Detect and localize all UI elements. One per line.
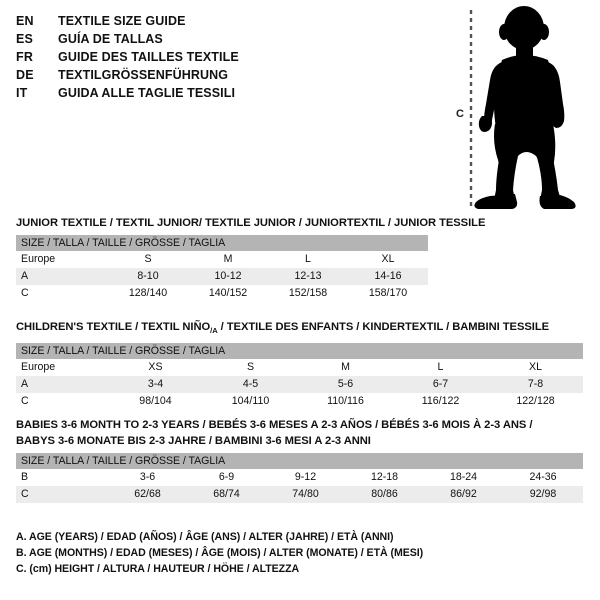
table-row: C 128/140 140/152 152/158 158/170 [16,285,429,302]
section-childrens-textile: CHILDREN'S TEXTILE / TEXTIL NIÑO/A / TEX… [16,320,584,411]
row-label: B [16,469,108,486]
table-cell: 6-7 [393,376,488,394]
table-row: Europe XS S M L XL [16,359,584,377]
legend-row-b: B. AGE (MONTHS) / EDAD (MESES) / ÂGE (MO… [16,547,424,559]
table-cell: L [268,251,348,268]
table-band-label: SIZE / TALLA / TAILLE / GRÖSSE / TAGLIA [16,235,429,251]
table-cell: 8-10 [108,268,188,285]
table-cell: 68/74 [187,486,266,503]
section-title-pre: CHILDREN'S TEXTILE / TEXTIL NIÑO [16,321,211,333]
table-cell: 128/140 [108,285,188,302]
table-row: C 62/68 68/74 74/80 80/86 86/92 92/98 [16,486,583,503]
table-cell: 158/170 [348,285,429,302]
table-cell: S [203,359,298,377]
language-code: DE [16,68,34,82]
row-label: Europe [16,359,108,377]
table-cell: 122/128 [488,393,584,411]
row-label: Europe [16,251,108,268]
language-title-list: EN TEXTILE SIZE GUIDE ES GUÍA DE TALLAS … [16,12,436,102]
language-title: TEXTILGRÖSSENFÜHRUNG [58,68,229,82]
language-row: FR GUIDE DES TAILLES TEXTILE [16,48,436,66]
legend-row-c: C. (cm) HEIGHT / ALTURA / HAUTEUR / HÖHE… [16,563,300,575]
table-cell: M [188,251,268,268]
table-cell: 104/110 [203,393,298,411]
table-cell: 86/92 [424,486,503,503]
table-row: A 8-10 10-12 12-13 14-16 [16,268,429,285]
table-cell: 80/86 [345,486,424,503]
section-title: JUNIOR TEXTILE / TEXTIL JUNIOR/ TEXTILE … [16,217,486,229]
section-title-line2: BABYS 3-6 MONATE BIS 2-3 JAHRE / BAMBINI… [16,435,371,447]
table-band-label: SIZE / TALLA / TAILLE / GRÖSSE / TAGLIA [16,343,584,360]
table-cell: S [108,251,188,268]
section-title-post: / TEXTILE DES ENFANTS / KINDERTEXTIL / B… [217,321,550,333]
children-size-table: SIZE / TALLA / TAILLE / GRÖSSE / TAGLIA … [16,343,584,411]
babies-size-table: SIZE / TALLA / TAILLE / GRÖSSE / TAGLIA … [16,453,583,503]
table-row: A 3-4 4-5 5-6 6-7 7-8 [16,376,584,394]
table-cell: 12-13 [268,268,348,285]
row-label: C [16,486,108,503]
row-label: C [16,393,108,411]
table-band-label: SIZE / TALLA / TAILLE / GRÖSSE / TAGLIA [16,453,583,469]
section-title-subscript: /A [210,326,218,336]
table-band-row: SIZE / TALLA / TAILLE / GRÖSSE / TAGLIA [16,453,583,469]
table-cell: 110/116 [298,393,393,411]
table-band-row: SIZE / TALLA / TAILLE / GRÖSSE / TAGLIA [16,235,429,251]
toddler-silhouette-icon [469,6,576,209]
table-cell: 92/98 [503,486,583,503]
table-band-row: SIZE / TALLA / TAILLE / GRÖSSE / TAGLIA [16,343,584,360]
table-row: Europe S M L XL [16,251,429,268]
measurement-legend: A. AGE (YEARS) / EDAD (AÑOS) / ÂGE (ANS)… [16,529,466,577]
table-cell: 7-8 [488,376,584,394]
table-cell: 140/152 [188,285,268,302]
table-cell: 152/158 [268,285,348,302]
table-cell: 3-4 [108,376,203,394]
section-title-line1: BABIES 3-6 MONTH TO 2-3 YEARS / BEBÉS 3-… [16,419,533,431]
language-row: ES GUÍA DE TALLAS [16,30,436,48]
row-label: A [16,268,108,285]
language-row: DE TEXTILGRÖSSENFÜHRUNG [16,66,436,84]
table-cell: 116/122 [393,393,488,411]
table-cell: 10-12 [188,268,268,285]
table-cell: 9-12 [266,469,345,486]
height-marker-label: C [456,108,464,120]
language-code: FR [16,50,34,64]
table-cell: 3-6 [108,469,187,486]
legend-row-a: A. AGE (YEARS) / EDAD (AÑOS) / ÂGE (ANS)… [16,531,394,543]
table-cell: XS [108,359,203,377]
table-cell: 14-16 [348,268,429,285]
table-cell: L [393,359,488,377]
language-code: ES [16,32,34,46]
language-title: TEXTILE SIZE GUIDE [58,14,186,28]
table-cell: M [298,359,393,377]
table-row: B 3-6 6-9 9-12 12-18 18-24 24-36 [16,469,583,486]
language-row: EN TEXTILE SIZE GUIDE [16,12,436,30]
section-title: CHILDREN'S TEXTILE / TEXTIL NIÑO/A / TEX… [16,320,583,338]
table-cell: 74/80 [266,486,345,503]
table-cell: 6-9 [187,469,266,486]
section-junior-textile: JUNIOR TEXTILE / TEXTIL JUNIOR/ TEXTILE … [16,216,486,302]
row-label: A [16,376,108,394]
section-babies-textile: BABIES 3-6 MONTH TO 2-3 YEARS / BEBÉS 3-… [16,418,583,503]
language-row: IT GUIDA ALLE TAGLIE TESSILI [16,84,436,102]
table-cell: 18-24 [424,469,503,486]
table-cell: 98/104 [108,393,203,411]
language-title: GUIDA ALLE TAGLIE TESSILI [58,86,236,100]
junior-size-table: SIZE / TALLA / TAILLE / GRÖSSE / TAGLIA … [16,235,429,302]
table-cell: 5-6 [298,376,393,394]
table-cell: 4-5 [203,376,298,394]
language-title: GUÍA DE TALLAS [58,32,163,46]
table-cell: 62/68 [108,486,187,503]
language-code: EN [16,14,34,28]
language-code: IT [16,86,28,100]
row-label: C [16,285,108,302]
table-cell: XL [348,251,429,268]
table-cell: XL [488,359,584,377]
height-illustration: C [440,4,590,214]
language-title: GUIDE DES TAILLES TEXTILE [58,50,239,64]
table-cell: 24-36 [503,469,583,486]
table-row: C 98/104 104/110 110/116 116/122 122/128 [16,393,584,411]
toddler-body-shape [474,6,576,209]
table-cell: 12-18 [345,469,424,486]
